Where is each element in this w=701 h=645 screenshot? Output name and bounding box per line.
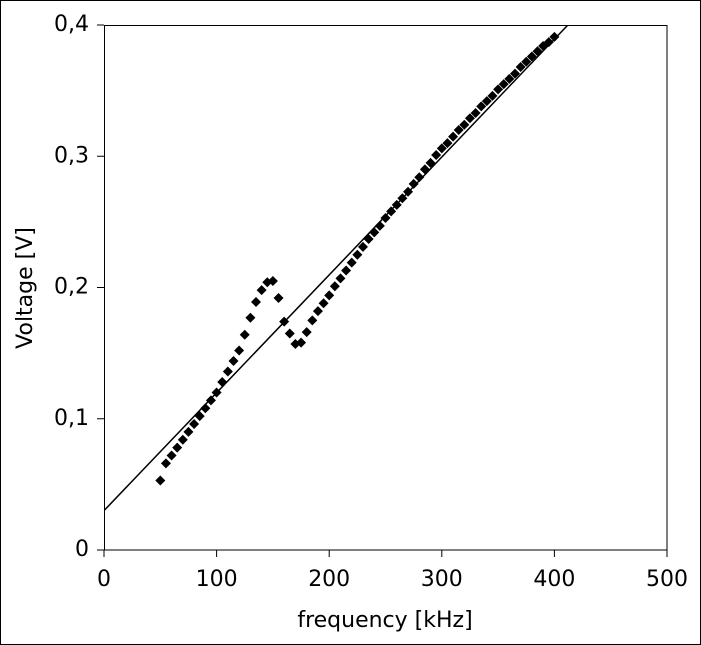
data-point (256, 285, 267, 296)
data-point (459, 119, 470, 130)
data-point (205, 395, 216, 406)
data-point (380, 212, 391, 223)
data-point (166, 450, 177, 461)
data-point (515, 62, 526, 72)
data-point (318, 298, 329, 309)
y-tick-label: 0,4 (54, 12, 89, 37)
x-tick-label: 500 (646, 567, 688, 592)
data-point (251, 296, 262, 307)
data-point (470, 107, 481, 118)
data-point (453, 125, 464, 135)
data-point (408, 178, 419, 189)
data-point (526, 51, 537, 62)
data-point (239, 329, 250, 340)
y-tick-label: 0,3 (54, 143, 89, 168)
data-point (498, 79, 509, 90)
data-point (312, 306, 323, 317)
data-point (414, 172, 425, 183)
data-point (301, 327, 312, 338)
data-point (476, 101, 487, 112)
data-point (487, 90, 498, 101)
data-point (436, 143, 447, 154)
data-point (273, 293, 284, 303)
data-point (346, 257, 357, 268)
data-point (335, 273, 346, 284)
x-tick-label: 400 (533, 567, 575, 592)
data-point (177, 434, 188, 445)
data-point (448, 131, 459, 142)
data-point (183, 426, 194, 437)
data-point (284, 328, 295, 339)
trend-line (104, 25, 569, 512)
plot-area (104, 25, 668, 551)
y-tick-label: 0,1 (54, 406, 89, 431)
x-tick-label: 200 (308, 567, 350, 592)
y-tick-label: 0 (75, 537, 89, 562)
data-point (228, 356, 239, 366)
data-point (386, 206, 397, 217)
data-point (442, 138, 453, 149)
data-point (189, 419, 200, 429)
data-point (200, 403, 211, 414)
data-point (464, 113, 475, 124)
x-tick-label: 100 (196, 567, 238, 592)
data-point (172, 442, 183, 453)
data-point (341, 265, 352, 276)
data-point (374, 220, 385, 231)
x-tick-label: 0 (97, 567, 111, 592)
data-point (509, 68, 520, 79)
data-point (521, 56, 532, 67)
x-axis-title: frequency [kHz] (297, 608, 472, 633)
y-tick-label: 0,2 (54, 275, 89, 300)
data-point (245, 312, 256, 323)
data-point (296, 337, 307, 348)
plot-content (104, 25, 569, 512)
data-point (481, 96, 492, 107)
y-axis-title: Voltage [V] (13, 227, 38, 349)
data-point (329, 281, 340, 292)
data-point (160, 458, 171, 469)
data-point (549, 31, 560, 42)
x-tick-label: 300 (421, 567, 463, 592)
data-point (493, 84, 504, 95)
data-point (267, 275, 278, 286)
data-point (307, 315, 318, 326)
data-point (324, 290, 335, 301)
data-point (155, 475, 166, 486)
data-point (234, 345, 245, 356)
data-point (543, 37, 554, 48)
data-point (222, 366, 233, 377)
data-point (431, 149, 442, 160)
data-point (504, 73, 515, 84)
data-point (357, 241, 368, 252)
data-point (352, 249, 363, 260)
